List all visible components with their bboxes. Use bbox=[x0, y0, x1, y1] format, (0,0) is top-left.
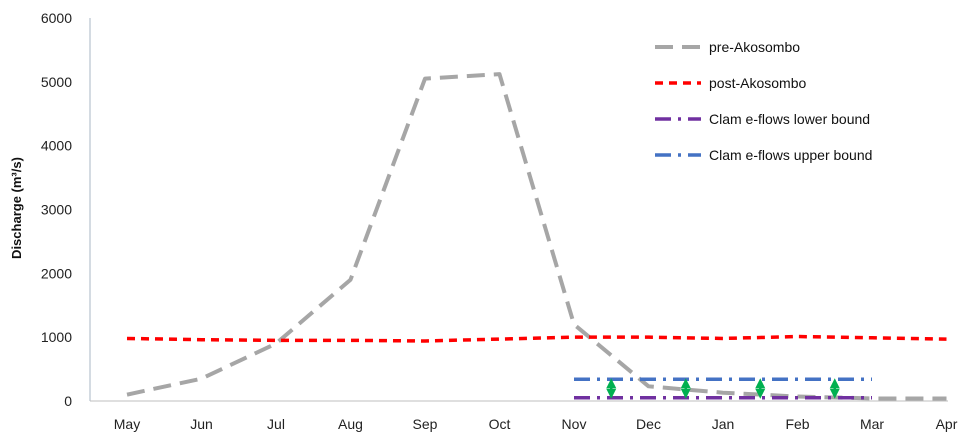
x-tick-label: Mar bbox=[860, 416, 884, 432]
x-tick-label: Oct bbox=[489, 416, 511, 432]
y-tick-label: 4000 bbox=[41, 138, 72, 154]
y-tick-label: 0 bbox=[64, 393, 72, 409]
legend-item-clam-e-flows-upper-bound: Clam e-flows upper bound bbox=[655, 147, 872, 163]
x-tick-label: Feb bbox=[785, 416, 809, 432]
legend-item-pre-akosombo: pre-Akosombo bbox=[655, 39, 800, 55]
legend-label: post-Akosombo bbox=[709, 75, 806, 91]
y-tick-label: 3000 bbox=[41, 202, 72, 218]
x-tick-label: Jun bbox=[190, 416, 213, 432]
x-tick-label: Dec bbox=[636, 416, 661, 432]
x-tick-label: Jan bbox=[712, 416, 735, 432]
legend-item-post-akosombo: post-Akosombo bbox=[655, 75, 806, 91]
double-headed-arrow-icon bbox=[680, 378, 691, 399]
legend-label: pre-Akosombo bbox=[709, 39, 800, 55]
double-headed-arrow-icon bbox=[755, 378, 766, 399]
x-axis-tick-labels: May Jun Jul Aug Sep Oct Nov Dec Jan Feb Mar Apr bbox=[114, 416, 958, 432]
legend-label: Clam e-flows lower bound bbox=[709, 111, 870, 127]
double-headed-arrow-icon bbox=[829, 378, 840, 399]
y-tick-label: 5000 bbox=[41, 74, 72, 90]
x-tick-label: Aug bbox=[338, 416, 363, 432]
x-tick-label: Nov bbox=[562, 416, 587, 432]
x-tick-label: Jul bbox=[267, 416, 285, 432]
y-tick-label: 6000 bbox=[41, 10, 72, 26]
legend-item-clam-e-flows-lower-bound: Clam e-flows lower bound bbox=[655, 111, 870, 127]
y-tick-label: 1000 bbox=[41, 329, 72, 345]
x-tick-label: Sep bbox=[413, 416, 438, 432]
legend: pre-Akosombo post-Akosombo Clam e-flows lo… bbox=[655, 39, 872, 163]
x-tick-label: May bbox=[114, 416, 140, 432]
series-lines bbox=[126, 72, 947, 401]
double-headed-arrow-icon bbox=[606, 378, 617, 399]
series-line-post-akosombo bbox=[126, 334, 947, 343]
range-arrows bbox=[606, 378, 840, 399]
legend-label: Clam e-flows upper bound bbox=[709, 147, 872, 163]
y-axis-tick-labels: 0 1000 2000 3000 4000 5000 6000 bbox=[41, 10, 72, 409]
y-tick-label: 2000 bbox=[41, 265, 72, 281]
x-tick-label: Apr bbox=[936, 416, 958, 432]
y-axis-title: Discharge (m³/s) bbox=[9, 157, 24, 259]
